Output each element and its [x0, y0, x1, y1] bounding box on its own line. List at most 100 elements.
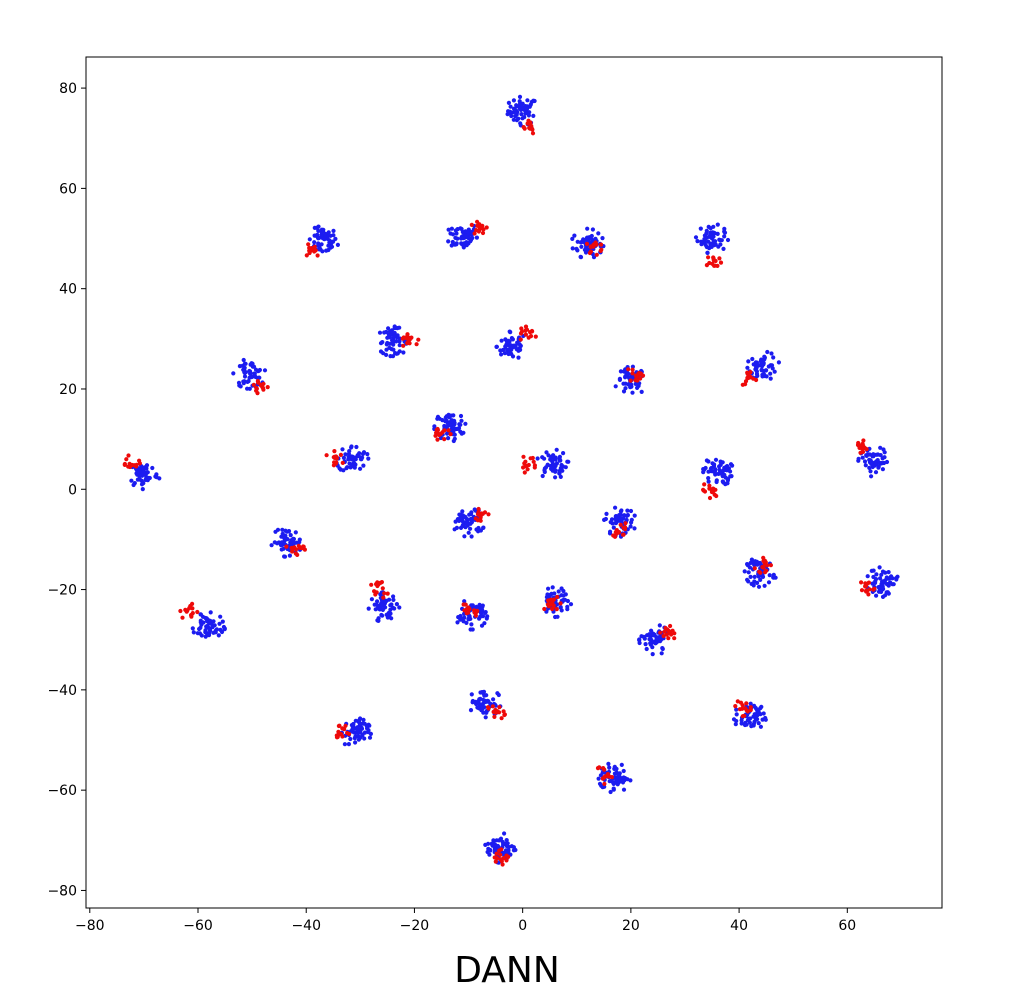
scatter-point — [480, 230, 486, 236]
scatter-point — [596, 776, 601, 781]
scatter-point — [375, 583, 380, 589]
x-tick-label: −80 — [75, 918, 105, 934]
scatter-point — [475, 219, 480, 224]
scatter-point — [523, 328, 528, 333]
scatter-point — [734, 718, 739, 724]
scatter-point — [611, 525, 616, 530]
scatter-point — [630, 371, 635, 376]
scatter-point — [693, 235, 699, 240]
scatter-point — [248, 369, 253, 374]
scatter-point — [707, 483, 712, 488]
scatter-point — [340, 726, 345, 731]
scatter-point — [755, 580, 760, 586]
scatter-point — [464, 620, 469, 626]
scatter-point — [129, 478, 134, 483]
scatter-point — [344, 466, 349, 471]
scatter-point — [555, 614, 560, 619]
scatter-point — [238, 384, 243, 389]
scatter-point — [469, 222, 474, 227]
scatter-point — [464, 607, 469, 612]
scatter-point — [668, 623, 673, 629]
scatter-point — [738, 700, 744, 705]
scatter-point — [519, 112, 524, 117]
scatter-point — [476, 506, 481, 512]
scatter-point — [473, 613, 478, 618]
scatter-point — [477, 602, 482, 607]
scatter-point — [501, 709, 506, 714]
scatter-point — [713, 258, 718, 264]
scatter-point — [385, 591, 390, 596]
scatter-point — [860, 455, 865, 460]
scatter-point — [511, 848, 516, 853]
scatter-point — [361, 717, 366, 723]
scatter-point — [613, 516, 618, 521]
scatter-point — [529, 126, 534, 131]
scatter-point — [511, 98, 516, 103]
scatter-point — [672, 636, 677, 641]
scatter-point — [351, 721, 356, 727]
scatter-point — [600, 236, 605, 241]
scatter-point — [518, 121, 523, 126]
scatter-point — [540, 473, 545, 479]
scatter-point — [870, 581, 875, 586]
scatter-point — [483, 715, 488, 720]
scatter-point — [284, 529, 290, 534]
scatter-point — [219, 629, 225, 635]
scatter-point — [518, 342, 523, 348]
scatter-point — [346, 451, 351, 456]
scatter-point — [195, 609, 200, 615]
scatter-point — [285, 537, 290, 542]
scatter-point — [221, 624, 226, 630]
scatter-point — [760, 372, 765, 377]
scatter-point — [763, 715, 768, 721]
scatter-point — [386, 326, 391, 331]
scatter-point — [249, 374, 254, 379]
scatter-point — [337, 466, 342, 471]
scatter-point — [350, 726, 355, 731]
scatter-point — [746, 359, 751, 364]
scatter-point — [756, 584, 762, 589]
scatter-point — [670, 628, 675, 633]
scatter-point — [884, 459, 890, 465]
scatter-point — [288, 533, 293, 538]
scatter-point — [712, 231, 717, 236]
scatter-point — [523, 459, 528, 464]
scatter-point — [500, 862, 505, 867]
scatter-point — [719, 238, 724, 243]
y-tick-label: 0 — [68, 482, 77, 498]
scatter-point — [748, 574, 753, 580]
scatter-point — [868, 469, 873, 474]
points-layer — [122, 94, 900, 867]
scatter-point — [585, 226, 590, 231]
scatter-point — [394, 351, 399, 356]
scatter-point — [357, 722, 362, 728]
scatter-point — [620, 780, 626, 785]
scatter-point — [516, 116, 521, 121]
scatter-point — [241, 357, 246, 363]
scatter-point — [208, 610, 213, 615]
scatter-point — [390, 339, 395, 344]
scatter-point — [334, 733, 339, 738]
scatter-point — [329, 244, 335, 249]
scatter-point — [528, 334, 534, 339]
scatter-point — [469, 510, 474, 515]
scatter-point — [387, 614, 392, 620]
scatter-point — [435, 437, 440, 442]
scatter-point — [754, 372, 760, 377]
scatter-point — [599, 783, 604, 788]
scatter-point — [708, 233, 713, 238]
scatter-point — [710, 261, 715, 266]
scatter-point — [255, 369, 261, 374]
scatter-point — [526, 113, 532, 118]
scatter-point — [461, 236, 466, 241]
scatter-point — [551, 604, 556, 609]
scatter-point — [475, 608, 480, 614]
scatter-point — [294, 547, 299, 552]
scatter-point — [558, 458, 563, 463]
scatter-point — [297, 545, 302, 551]
scatter-point — [546, 586, 551, 591]
scatter-point — [721, 468, 726, 473]
scatter-point — [752, 566, 757, 571]
scatter-point — [307, 237, 312, 242]
scatter-point — [568, 602, 574, 607]
